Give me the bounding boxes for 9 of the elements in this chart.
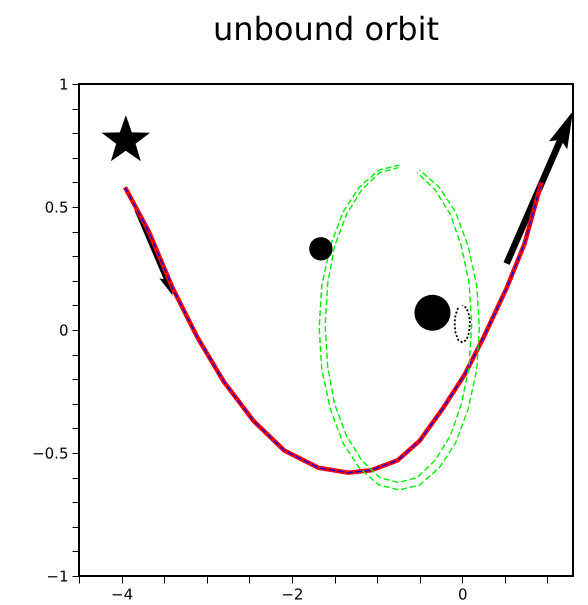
y-tick-label: 0.5 <box>44 198 68 216</box>
y-tick-label: 0 <box>58 322 68 340</box>
chart-title: unbound orbit <box>213 10 439 48</box>
x-tick-label: 0 <box>458 586 468 604</box>
y-tick-label: −0.5 <box>32 444 68 462</box>
y-tick-label: 1 <box>58 76 68 94</box>
x-tick-label: −4 <box>111 586 134 604</box>
y-tick-label: −1 <box>46 568 68 586</box>
x-tick-label: −2 <box>281 586 304 604</box>
